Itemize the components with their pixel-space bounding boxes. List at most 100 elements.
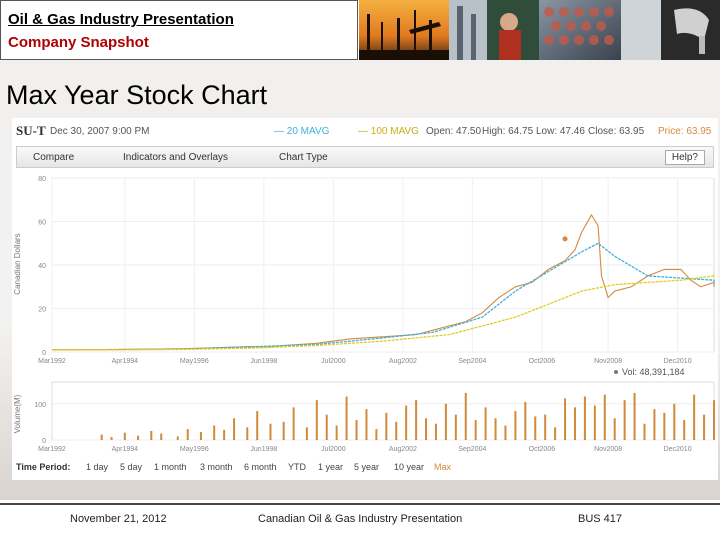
ticker-bar: SU-T Dec 30, 2007 9:00 PM — 20 MAVG — 10… <box>12 118 718 142</box>
time-period-option-10-year[interactable]: 10 year <box>394 462 424 472</box>
time-period-option-1-month[interactable]: 1 month <box>154 462 187 472</box>
volume-bar <box>305 427 308 440</box>
price-y-tick-label: 60 <box>38 220 46 227</box>
header-box: Oil & Gas Industry Presentation Company … <box>0 0 358 60</box>
volume-bar <box>434 423 437 440</box>
time-period-option-1-year[interactable]: 1 year <box>318 462 343 472</box>
ticker-high: High: 64.75 <box>482 126 534 137</box>
volume-bar <box>335 425 338 440</box>
price-y-tick-label: 80 <box>38 176 46 183</box>
volume-bar <box>345 396 348 440</box>
volume-x-tick-label: Dec2010 <box>664 446 692 453</box>
price-x-ticks: Mar1992 Apr1994 May1996 Jun1998 Jul2000 Aug20… <box>38 358 692 365</box>
price-x-tick-label: Aug2002 <box>389 358 417 365</box>
volume-bar <box>683 420 686 440</box>
ticker-price: Price: 63.95 <box>658 126 712 137</box>
volume-bar <box>315 400 318 440</box>
ticker-open: Open: 47.50 <box>426 126 482 137</box>
volume-bar <box>673 403 676 440</box>
footer-course: BUS 417 <box>578 513 623 525</box>
volume-bar <box>123 432 126 440</box>
price-x-tick-label: Apr1994 <box>112 358 139 365</box>
volume-bar <box>375 429 378 440</box>
refinery-photo <box>449 0 487 60</box>
time-period-option-1-day[interactable]: 1 day <box>86 462 109 472</box>
legend-ma100: — 100 MAVG <box>358 126 419 137</box>
volume-bar <box>554 427 557 440</box>
volume-y-axis-label: Volume(M) <box>13 394 22 433</box>
price-x-tick-label: Jun1998 <box>250 358 277 365</box>
price-x-tick-label: Dec2010 <box>664 358 692 365</box>
volume-bar <box>524 401 527 440</box>
volume-bar <box>137 435 140 440</box>
volume-x-tick-label: Aug2002 <box>389 446 417 453</box>
time-period-option-6-month[interactable]: 6 month <box>244 462 277 472</box>
volume-bar <box>703 414 706 440</box>
legend-ma20-label: 20 MAVG <box>286 126 330 137</box>
volume-bar <box>176 436 179 440</box>
price-x-tick-label: Jul2000 <box>321 358 346 365</box>
time-period-option-3-month[interactable]: 3 month <box>200 462 233 472</box>
chart-menu-bar: Compare Indicators and Overlays Chart Ty… <box>16 146 714 168</box>
menu-chart-type[interactable]: Chart Type <box>279 152 328 163</box>
volume-bar <box>583 396 586 440</box>
volume-bar <box>160 433 163 440</box>
volume-bar <box>494 418 497 440</box>
volume-bar <box>613 418 616 440</box>
header-photo-strip <box>359 0 720 60</box>
volume-bar <box>199 432 202 440</box>
time-period-option-5-day[interactable]: 5 day <box>120 462 143 472</box>
time-period-option-max[interactable]: Max <box>434 462 452 472</box>
volume-bar <box>415 400 418 440</box>
volume-bar <box>292 407 295 440</box>
volume-bar <box>713 400 715 440</box>
price-y-ticks: 0 20 40 60 80 <box>38 176 46 357</box>
menu-indicators[interactable]: Indicators and Overlays <box>123 152 229 163</box>
volume-bar <box>405 405 408 440</box>
volume-x-tick-label: Apr1994 <box>112 446 139 453</box>
time-period-option-ytd[interactable]: YTD <box>288 462 307 472</box>
price-x-tick-label: Sep2004 <box>458 358 486 365</box>
volume-y-tick-label: 0 <box>42 438 46 445</box>
price-y-tick-label: 20 <box>38 307 46 314</box>
price-series <box>51 213 715 351</box>
ticker-low: Low: 47.46 <box>536 126 585 137</box>
volume-bar <box>110 437 113 440</box>
volume-x-tick-label: May1996 <box>180 446 209 453</box>
volume-bar <box>504 425 507 440</box>
volume-bar <box>573 407 576 440</box>
price-x-tick-label: Oct2006 <box>529 358 556 365</box>
volume-bar <box>223 429 226 440</box>
menu-compare[interactable]: Compare <box>33 152 75 163</box>
volume-bar <box>534 416 537 440</box>
price-annotations <box>562 236 568 242</box>
volume-bar <box>282 421 285 440</box>
volume-bar <box>633 392 636 440</box>
volume-bar <box>484 407 487 440</box>
slide-footer: November 21, 2012 Canadian Oil & Gas Ind… <box>0 503 720 542</box>
oil-industry-photos <box>359 0 720 60</box>
stock-chart-svg: 0 20 40 60 80 Mar1992 Apr1994 May1996 Jun1998 Ju… <box>13 176 715 472</box>
volume-y-ticks: 0 100 <box>34 402 46 445</box>
volume-bar <box>643 423 646 440</box>
help-button[interactable]: Help? <box>664 150 705 165</box>
time-period-option-5-year[interactable]: 5 year <box>354 462 379 472</box>
price-y-tick-label: 40 <box>38 263 46 270</box>
volume-bars <box>100 392 715 440</box>
legend-ma100-label: 100 MAVG <box>370 126 419 137</box>
time-period-options: 1 day 5 day 1 month 3 month 6 month YTD 1 year… <box>86 462 452 472</box>
volume-x-tick-label: Sep2004 <box>458 446 486 453</box>
volume-x-tick-label: Nov2008 <box>594 446 622 453</box>
pumpjack-silhouettes <box>359 10 449 60</box>
series-line-20-mavg <box>51 242 715 351</box>
footer-date: November 21, 2012 <box>70 513 167 525</box>
volume-dot-icon <box>614 370 618 374</box>
volume-bar <box>256 411 259 440</box>
price-x-tick-label: Nov2008 <box>594 358 622 365</box>
volume-gridlines <box>52 403 714 441</box>
price-y-axis-label: Canadian Dollars <box>13 233 22 294</box>
volume-bar <box>653 409 656 440</box>
volume-x-tick-label: Jun1998 <box>250 446 277 453</box>
volume-bar <box>663 412 666 440</box>
volume-bar <box>593 405 596 440</box>
